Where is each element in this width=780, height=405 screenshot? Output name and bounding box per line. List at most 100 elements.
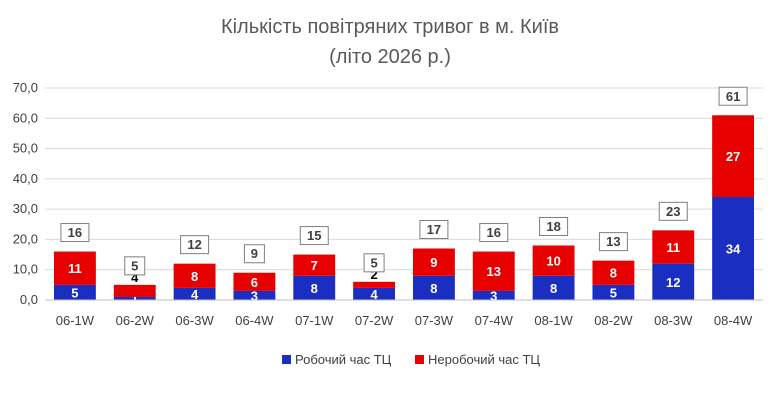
data-label-working-hours: 4	[191, 287, 199, 302]
bar-non-working-hours	[113, 284, 156, 297]
total-label-box	[718, 86, 748, 106]
x-axis: 06-1W 06-2W 06-3W 06-4W 07-1W 07-2W 07-3W 07-4W…	[45, 299, 763, 328]
y-axis: 0,0 10,0 20,0 30,0 40,0 50,0 60,0 70,0	[13, 80, 38, 307]
x-tick-label: 06-2W	[116, 313, 155, 328]
y-tick-label: 40,0	[13, 171, 38, 186]
total-label: 16	[487, 225, 501, 240]
bar-non-working-hours	[472, 251, 515, 291]
y-tick-label: 70,0	[13, 80, 38, 95]
bar-working-hours	[353, 287, 396, 300]
legend-label-non-working-hours: Неробочий час ТЦ	[428, 352, 540, 367]
legend-swatch-non-working-hours	[415, 355, 424, 364]
total-label-box	[539, 216, 569, 236]
bar-working-hours	[712, 197, 755, 300]
x-tick-label: 08-1W	[534, 313, 573, 328]
total-label: 61	[726, 89, 740, 104]
total-label: 5	[370, 255, 377, 270]
x-tick-label: 08-4W	[714, 313, 753, 328]
data-label-non-working-hours: 9	[430, 255, 437, 270]
y-tick-label: 50,0	[13, 141, 38, 156]
bar-non-working-hours	[532, 245, 575, 276]
x-tick-label: 06-4W	[235, 313, 274, 328]
data-label-non-working-hours: 4	[131, 270, 139, 285]
data-label-working-hours: 5	[71, 285, 78, 300]
data-label-non-working-hours: 11	[68, 261, 82, 276]
bar-working-hours	[173, 287, 216, 300]
x-tick-label: 07-1W	[295, 313, 334, 328]
y-tick-label: 10,0	[13, 262, 38, 277]
total-label-box	[658, 201, 688, 221]
total-label-box	[363, 253, 385, 273]
bar-working-hours	[53, 284, 96, 300]
bar-working-hours	[113, 296, 156, 300]
data-label-non-working-hours: 10	[546, 254, 560, 269]
bar-working-hours	[233, 290, 276, 300]
bar-working-hours	[532, 275, 575, 300]
data-label-working-hours: 1	[131, 291, 138, 306]
total-label-box	[598, 232, 628, 252]
data-label-working-hours: 4	[370, 287, 378, 302]
chart-title: Кількість повітряних тривог в м. Київ	[221, 16, 559, 38]
bar-non-working-hours	[293, 254, 336, 276]
x-tick-label: 08-3W	[654, 313, 693, 328]
total-label-box	[243, 244, 265, 264]
y-tick-label: 60,0	[13, 110, 38, 125]
gridlines	[45, 87, 763, 301]
data-label-working-hours: 12	[666, 275, 680, 290]
data-label-non-working-hours: 13	[487, 264, 501, 279]
data-label-working-hours: 8	[311, 281, 318, 296]
total-label-box	[60, 223, 90, 243]
bar-non-working-hours	[353, 281, 396, 288]
y-tick-label: 30,0	[13, 201, 38, 216]
total-label-box	[479, 223, 509, 243]
total-label: 13	[606, 234, 620, 249]
total-label: 9	[251, 246, 258, 261]
data-label-non-working-hours: 8	[191, 269, 198, 284]
total-label: 15	[307, 228, 321, 243]
total-label: 12	[187, 237, 201, 252]
total-label-box	[299, 226, 329, 246]
bar-non-working-hours	[53, 251, 96, 285]
total-label: 17	[427, 222, 441, 237]
bar-non-working-hours	[233, 272, 276, 291]
bar-working-hours	[592, 284, 635, 300]
x-tick-label: 08-2W	[594, 313, 633, 328]
bar-non-working-hours	[652, 230, 695, 264]
bar-working-hours	[412, 275, 455, 300]
bars: 5111614548123698715425891731316810185813…	[53, 86, 755, 306]
data-label-working-hours: 3	[490, 288, 497, 303]
bar-working-hours	[652, 263, 695, 300]
bar-working-hours	[293, 275, 336, 300]
bar-working-hours	[472, 290, 515, 300]
data-label-non-working-hours: 11	[666, 240, 680, 255]
legend-label-working-hours: Робочий час ТЦ	[295, 352, 392, 367]
chart-subtitle: (літо 2026 р.)	[329, 46, 451, 68]
x-tick-label: 06-1W	[56, 313, 95, 328]
total-label-box	[419, 220, 449, 240]
total-label: 5	[131, 258, 138, 273]
total-label-box	[180, 235, 210, 255]
legend: Робочий час ТЦ Неробочий час ТЦ	[282, 352, 540, 367]
total-label: 18	[546, 219, 560, 234]
x-tick-label: 07-2W	[355, 313, 394, 328]
total-label: 23	[666, 204, 680, 219]
data-label-non-working-hours: 6	[251, 275, 258, 290]
x-tick-label: 06-3W	[175, 313, 214, 328]
data-label-non-working-hours: 8	[610, 266, 617, 281]
data-label-non-working-hours: 27	[726, 149, 740, 164]
data-label-working-hours: 8	[430, 281, 437, 296]
legend-swatch-working-hours	[282, 355, 291, 364]
data-label-non-working-hours: 7	[311, 258, 318, 273]
total-label: 16	[68, 225, 82, 240]
bar-non-working-hours	[173, 263, 216, 288]
y-tick-label: 0,0	[20, 292, 38, 307]
bar-non-working-hours	[712, 115, 755, 198]
data-label-working-hours: 8	[550, 281, 557, 296]
data-label-non-working-hours: 2	[370, 267, 377, 282]
bar-non-working-hours	[412, 248, 455, 276]
total-label-box	[124, 256, 146, 276]
x-tick-label: 07-3W	[415, 313, 454, 328]
data-label-working-hours: 5	[610, 285, 617, 300]
data-label-working-hours: 34	[726, 242, 741, 257]
